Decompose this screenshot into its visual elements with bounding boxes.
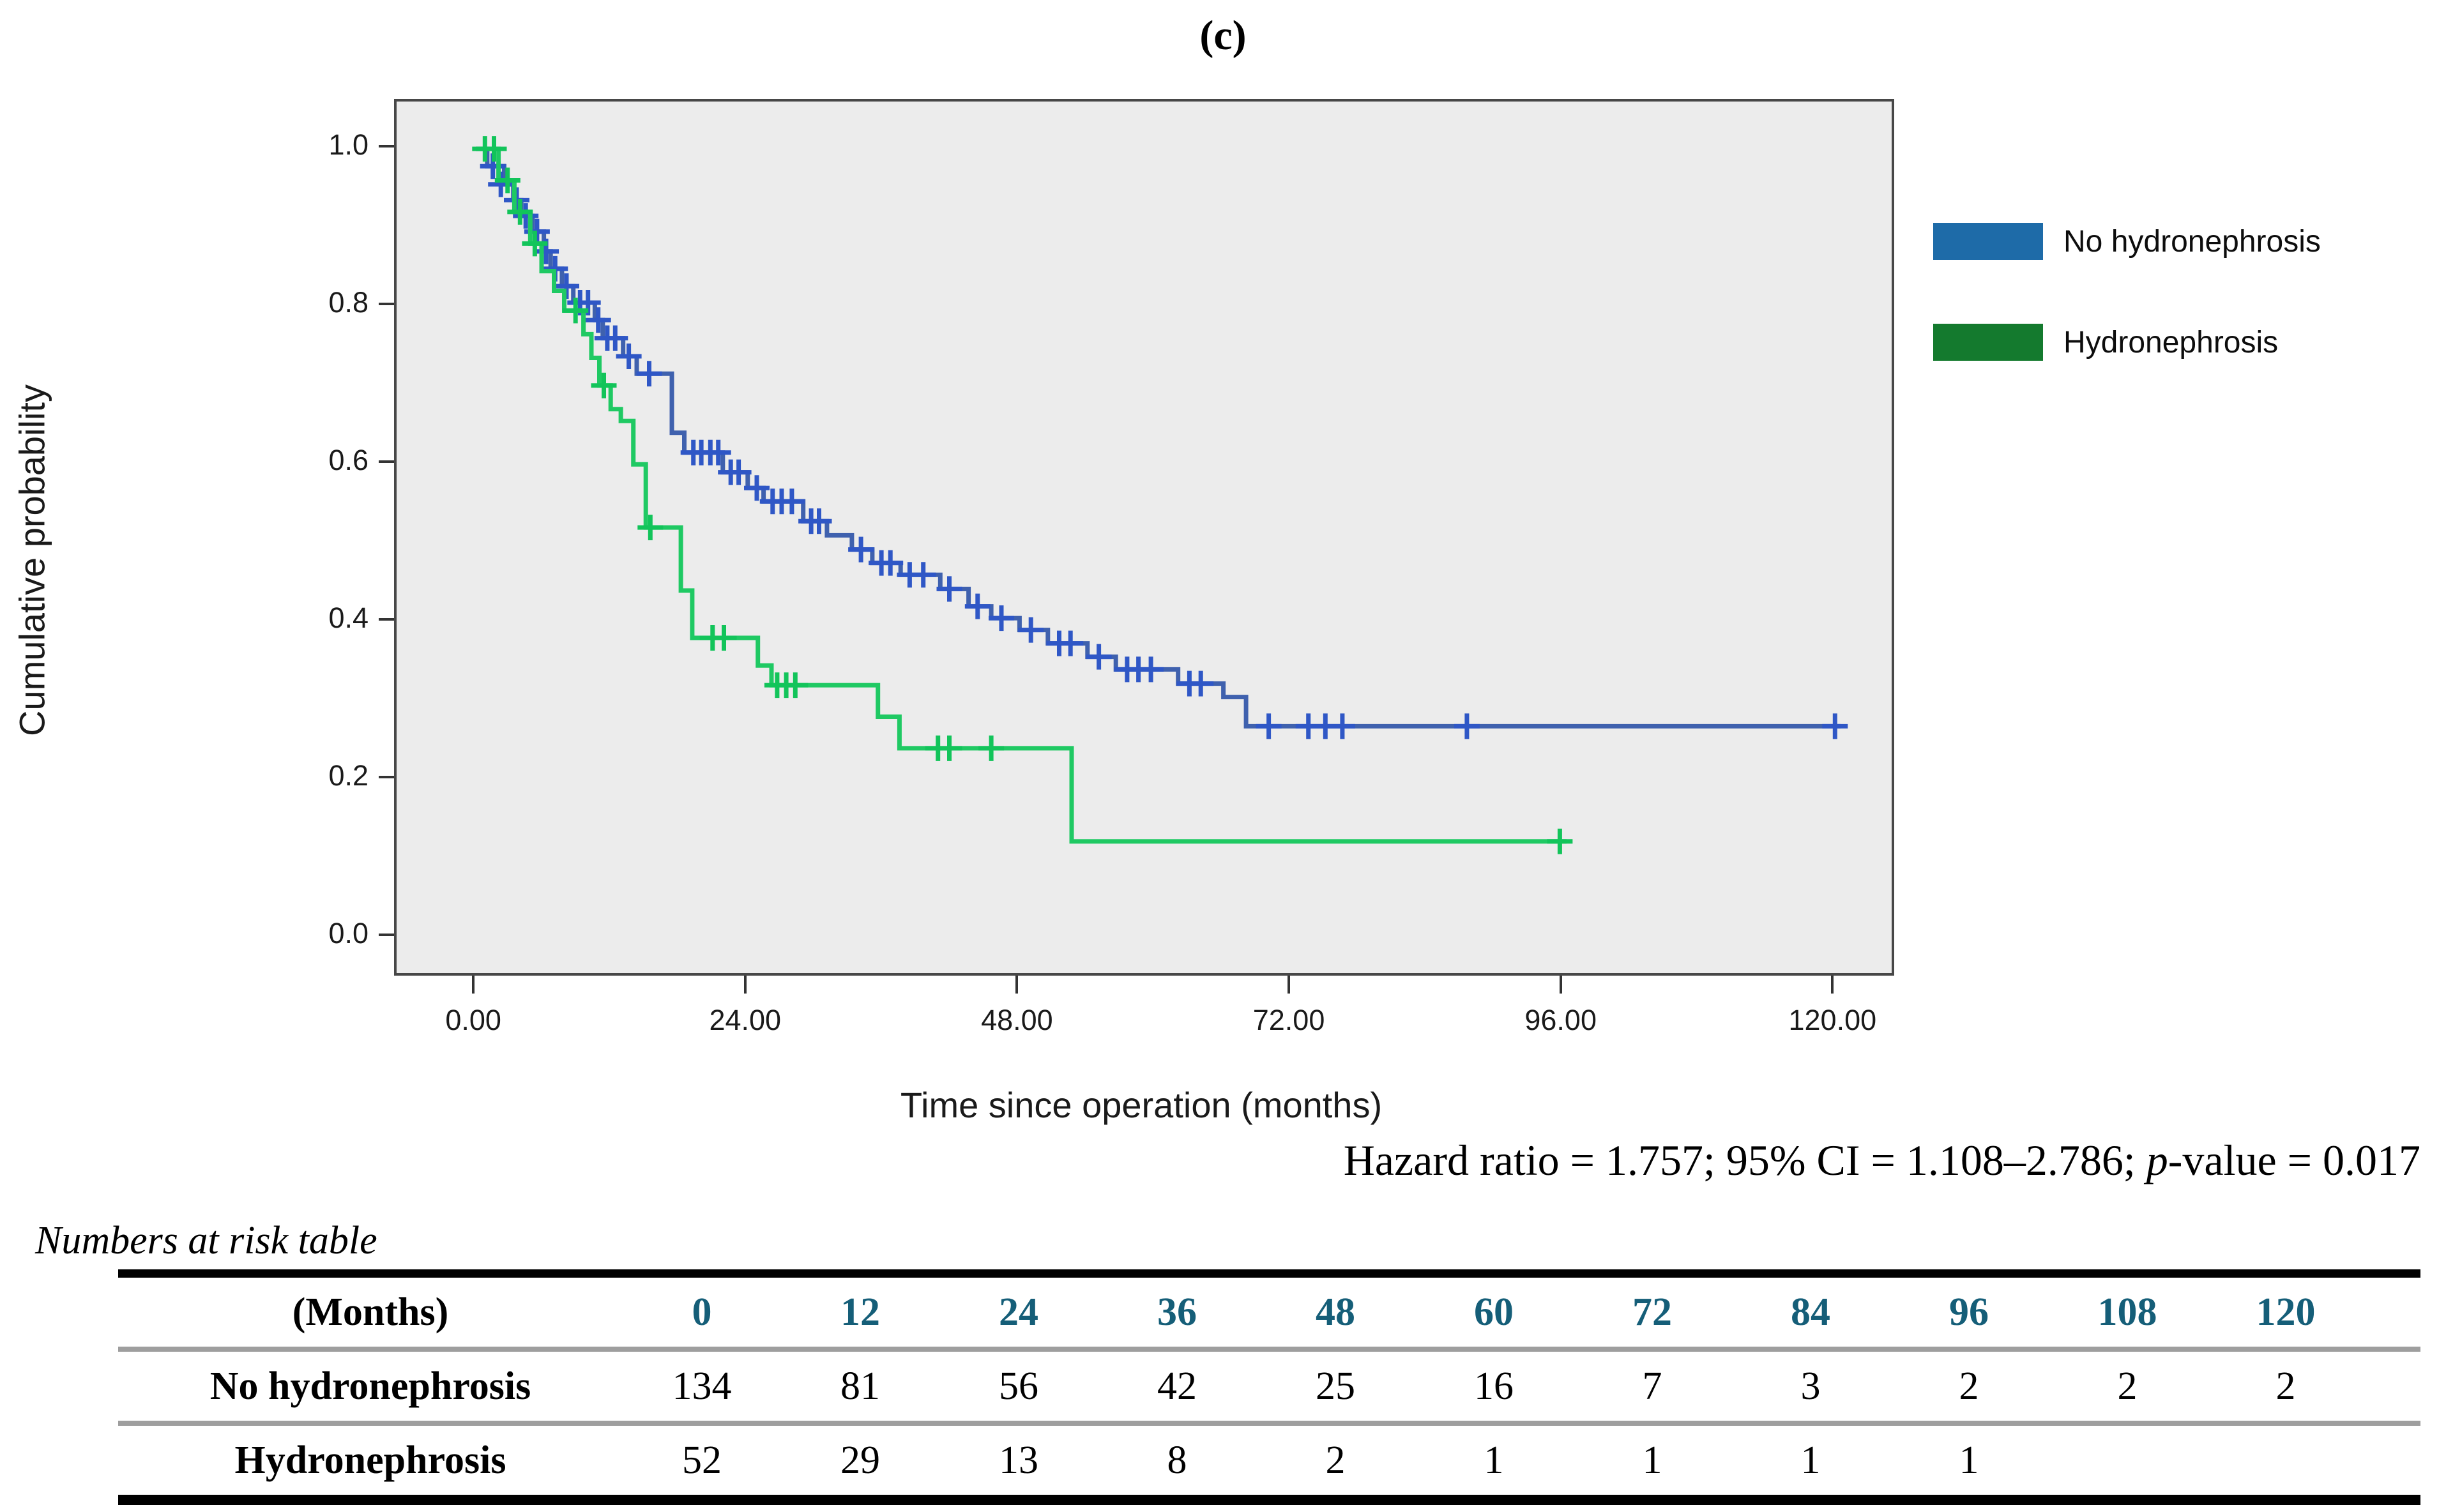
x-axis-tick-label: 48.00 xyxy=(981,1004,1053,1036)
risk-table-value xyxy=(2207,1426,2365,1495)
risk-table-bottom-rule xyxy=(118,1495,2420,1505)
risk-table-value: 8 xyxy=(1167,1438,1187,1482)
risk-table-value: 52 xyxy=(682,1438,722,1482)
y-axis-tick xyxy=(379,145,394,148)
y-axis-tick xyxy=(379,303,394,306)
risk-table-spacer xyxy=(2365,1352,2420,1421)
legend-item-hydronephrosis: Hydronephrosis xyxy=(1933,324,2321,361)
risk-table-value: 81 xyxy=(840,1364,880,1408)
y-axis-title: Cumulative probability xyxy=(11,384,52,736)
legend: No hydronephrosis Hydronephrosis xyxy=(1933,223,2321,425)
legend-swatch-blue xyxy=(1933,223,2043,260)
x-axis-tick xyxy=(472,976,475,994)
legend-swatch-green xyxy=(1933,324,2043,361)
x-axis-tick xyxy=(743,976,747,994)
x-axis-tick xyxy=(1288,976,1291,994)
risk-table-month-header: 48 xyxy=(1316,1290,1355,1334)
numbers-at-risk-table: (Months) 0 12 24 36 48 60 72 84 96 108 120 No hydron… xyxy=(118,1269,2420,1505)
risk-table-value: 2 xyxy=(2275,1364,2296,1408)
risk-table-value: 3 xyxy=(1800,1364,1821,1408)
risk-table-month-header: 72 xyxy=(1632,1290,1672,1334)
series-line-hydronephrosis xyxy=(476,146,1567,844)
risk-table-month-header: 120 xyxy=(2256,1290,2316,1334)
risk-table-month-header: 108 xyxy=(2097,1290,2157,1334)
risk-table-caption: Numbers at risk table xyxy=(35,1219,377,1262)
risk-table-value: 42 xyxy=(1157,1364,1197,1408)
legend-item-no-hydronephrosis: No hydronephrosis xyxy=(1933,223,2321,260)
x-axis-tick xyxy=(1015,976,1019,994)
risk-table-value: 16 xyxy=(1474,1364,1514,1408)
x-axis-tick xyxy=(1831,976,1834,994)
risk-table-value: 134 xyxy=(672,1364,732,1408)
risk-table-value: 2 xyxy=(1959,1364,1979,1408)
x-axis-tick-label: 120.00 xyxy=(1788,1004,1877,1036)
risk-table-value: 13 xyxy=(999,1438,1038,1482)
risk-table-value: 1 xyxy=(1484,1438,1504,1482)
y-axis-tick xyxy=(379,934,394,937)
y-axis-tick xyxy=(379,618,394,621)
x-axis-tick-label: 0.00 xyxy=(445,1004,501,1036)
risk-table-divider xyxy=(118,1421,2420,1426)
risk-table-value: 1 xyxy=(1800,1438,1821,1482)
risk-table-top-rule xyxy=(118,1269,2420,1278)
x-axis-tick-label: 24.00 xyxy=(709,1004,782,1036)
risk-table-month-header: 36 xyxy=(1157,1290,1197,1334)
hazard-ratio-annotation: Hazard ratio = 1.757; 95% CI = 1.108–2.7… xyxy=(0,1135,2420,1186)
y-axis-tick-label: 0.6 xyxy=(328,444,368,477)
panel-label: (c) xyxy=(1199,12,1247,59)
survival-curves-svg xyxy=(472,136,1848,854)
risk-table-row-label: No hydronephrosis xyxy=(209,1364,531,1408)
legend-label: No hydronephrosis xyxy=(2063,224,2321,259)
y-axis-tick-label: 0.4 xyxy=(328,601,368,635)
risk-table-row-label: Hydronephrosis xyxy=(234,1438,506,1482)
hazard-p-italic: p xyxy=(2146,1136,2168,1184)
y-axis-tick-label: 0.2 xyxy=(328,759,368,792)
risk-table-divider xyxy=(118,1347,2420,1352)
risk-table-value: 1 xyxy=(1959,1438,1979,1482)
x-axis-title: Time since operation (months) xyxy=(900,1085,1383,1125)
risk-table-month-header: 24 xyxy=(999,1290,1038,1334)
risk-table-value: 25 xyxy=(1316,1364,1355,1408)
risk-table-month-header: 0 xyxy=(692,1290,712,1334)
risk-table-value: 1 xyxy=(1642,1438,1662,1482)
hazard-text-suffix: -value = 0.017 xyxy=(2168,1136,2420,1184)
y-axis-tick-label: 0.8 xyxy=(328,286,368,319)
risk-table-header-months-label: (Months) xyxy=(292,1290,449,1334)
risk-table-month-header: 60 xyxy=(1474,1290,1514,1334)
y-axis-tick-label: 0.0 xyxy=(328,917,368,950)
plot-area xyxy=(394,99,1894,976)
x-axis-tick-label: 72.00 xyxy=(1252,1004,1325,1036)
censor-marks-hydronephrosis xyxy=(472,136,1573,854)
risk-table-value xyxy=(2048,1426,2207,1495)
censor-marks-no-hydronephrosis xyxy=(480,153,1848,739)
y-axis-tick xyxy=(379,776,394,779)
risk-table-spacer xyxy=(2365,1426,2420,1495)
risk-table-month-header: 84 xyxy=(1791,1290,1830,1334)
risk-table-value: 7 xyxy=(1642,1364,1662,1408)
y-axis-tick xyxy=(379,460,394,464)
series-line-no-hydronephrosis xyxy=(476,146,1841,729)
risk-table-value: 29 xyxy=(840,1438,880,1482)
risk-table-value: 2 xyxy=(1325,1438,1346,1482)
x-axis-tick xyxy=(1559,976,1562,994)
risk-table-value: 2 xyxy=(2117,1364,2138,1408)
legend-label: Hydronephrosis xyxy=(2063,325,2279,359)
hazard-text-prefix: Hazard ratio = 1.757; 95% CI = 1.108–2.7… xyxy=(1343,1136,2146,1184)
risk-table-spacer xyxy=(2365,1278,2420,1347)
risk-table-month-header: 12 xyxy=(840,1290,880,1334)
risk-table-month-header: 96 xyxy=(1949,1290,1989,1334)
y-axis-tick-label: 1.0 xyxy=(328,128,368,162)
risk-table-value: 56 xyxy=(999,1364,1038,1408)
x-axis-tick-label: 96.00 xyxy=(1524,1004,1597,1036)
